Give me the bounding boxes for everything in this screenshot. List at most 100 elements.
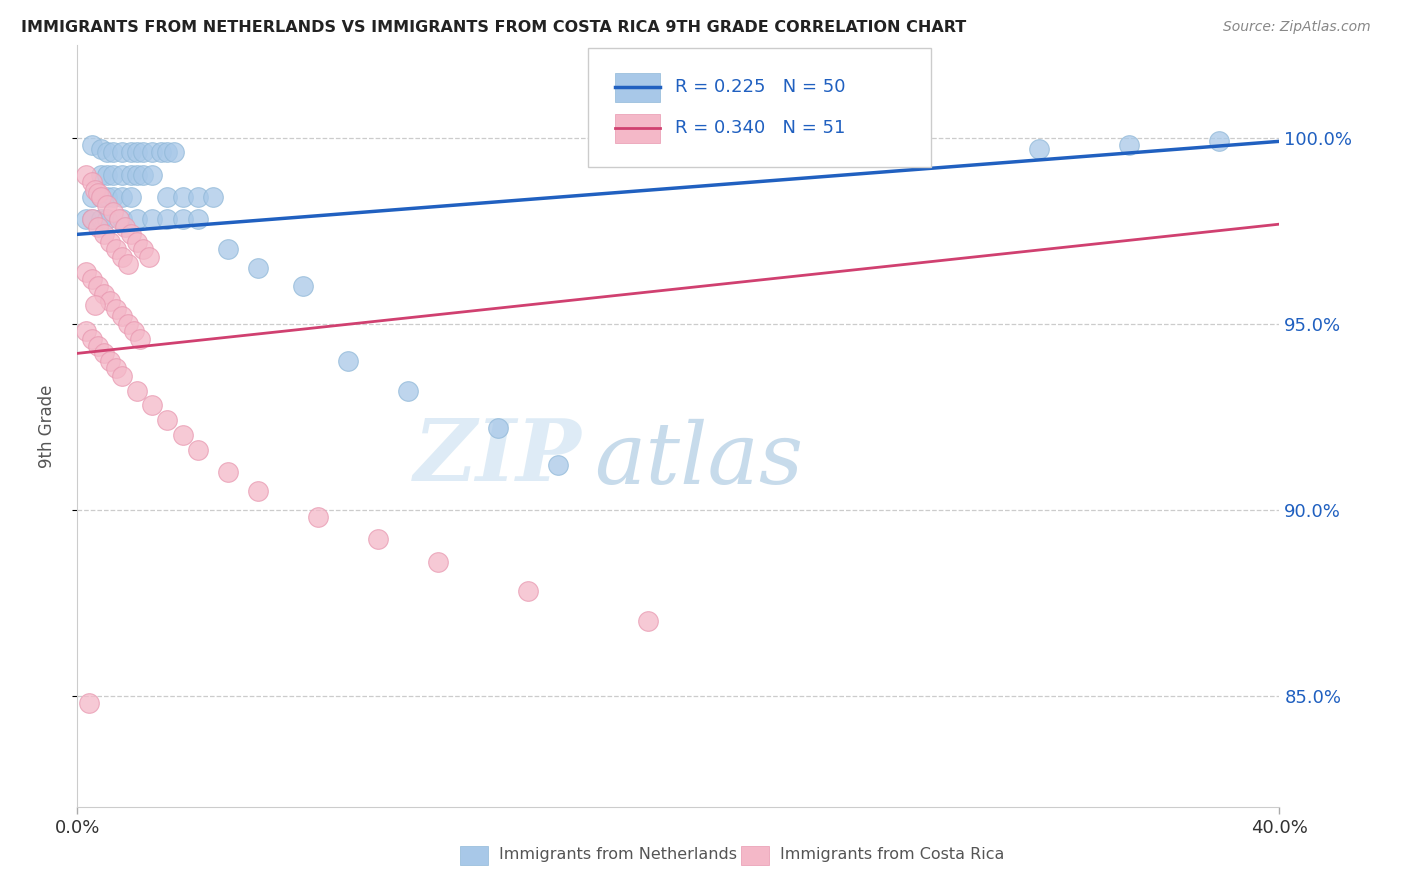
Point: [141, 145, 163, 160]
Point: [486, 421, 509, 435]
Point: [127, 212, 149, 227]
Point: [100, 235, 122, 249]
Point: [82, 212, 104, 227]
Point: [90, 212, 112, 227]
Point: [172, 212, 194, 227]
Point: [141, 168, 163, 182]
Point: [141, 399, 163, 413]
Point: [103, 145, 125, 160]
Point: [217, 466, 239, 480]
Point: [201, 190, 224, 204]
Point: [336, 354, 359, 368]
Point: [105, 301, 128, 316]
Bar: [741, 846, 769, 865]
Point: [103, 205, 125, 219]
Point: [1028, 142, 1050, 156]
Point: [156, 212, 179, 227]
Point: [105, 242, 128, 256]
Point: [84, 298, 107, 312]
Point: [103, 190, 125, 204]
Point: [75, 264, 97, 278]
Point: [100, 354, 122, 368]
Point: [117, 257, 139, 271]
Point: [124, 324, 146, 338]
Point: [246, 260, 269, 275]
Text: R = 0.340   N = 51: R = 0.340 N = 51: [675, 120, 845, 137]
Point: [87, 219, 110, 234]
Point: [82, 175, 104, 189]
Point: [90, 190, 112, 204]
Point: [111, 309, 134, 323]
Text: Source: ZipAtlas.com: Source: ZipAtlas.com: [1223, 20, 1371, 34]
Point: [187, 443, 209, 458]
Point: [150, 145, 173, 160]
Point: [120, 190, 142, 204]
Point: [138, 250, 160, 264]
Point: [96, 212, 118, 227]
Point: [82, 190, 104, 204]
Point: [82, 331, 104, 345]
Point: [367, 533, 389, 547]
Point: [90, 142, 112, 156]
Point: [156, 145, 179, 160]
Point: [1118, 138, 1140, 153]
Point: [172, 428, 194, 442]
Bar: [460, 846, 488, 865]
Point: [93, 286, 115, 301]
Point: [396, 384, 419, 398]
Text: Immigrants from Netherlands: Immigrants from Netherlands: [499, 847, 737, 862]
Point: [132, 242, 155, 256]
Point: [87, 339, 110, 353]
Point: [84, 183, 107, 197]
Text: Immigrants from Costa Rica: Immigrants from Costa Rica: [780, 847, 1005, 862]
Point: [132, 145, 155, 160]
Point: [96, 145, 118, 160]
Point: [127, 235, 149, 249]
Point: [111, 145, 134, 160]
Point: [246, 483, 269, 498]
Bar: [614, 114, 661, 143]
Point: [75, 212, 97, 227]
Point: [111, 190, 134, 204]
Y-axis label: 9th Grade: 9th Grade: [38, 384, 56, 467]
Point: [120, 168, 142, 182]
Text: IMMIGRANTS FROM NETHERLANDS VS IMMIGRANTS FROM COSTA RICA 9TH GRADE CORRELATION : IMMIGRANTS FROM NETHERLANDS VS IMMIGRANT…: [21, 20, 966, 35]
FancyBboxPatch shape: [588, 48, 931, 167]
Point: [75, 324, 97, 338]
Point: [162, 145, 184, 160]
Point: [156, 413, 179, 427]
Point: [93, 227, 115, 242]
Point: [129, 331, 152, 345]
Point: [427, 555, 450, 569]
Text: ZIP: ZIP: [415, 415, 582, 499]
Point: [127, 168, 149, 182]
Point: [82, 272, 104, 286]
Point: [187, 190, 209, 204]
Point: [187, 212, 209, 227]
Point: [120, 145, 142, 160]
Text: R = 0.225   N = 50: R = 0.225 N = 50: [675, 78, 845, 96]
Point: [79, 696, 101, 710]
Point: [132, 168, 155, 182]
Point: [1208, 134, 1230, 148]
Point: [111, 212, 134, 227]
Point: [90, 190, 112, 204]
Point: [217, 242, 239, 256]
Point: [141, 212, 163, 227]
Point: [93, 346, 115, 360]
Point: [307, 510, 329, 524]
Point: [87, 279, 110, 293]
Point: [82, 138, 104, 153]
Text: atlas: atlas: [595, 419, 803, 501]
Point: [111, 368, 134, 383]
Point: [108, 212, 131, 227]
Point: [547, 458, 569, 472]
Point: [127, 145, 149, 160]
Point: [96, 197, 118, 211]
Point: [100, 294, 122, 309]
Point: [105, 361, 128, 376]
Point: [172, 190, 194, 204]
Point: [96, 190, 118, 204]
Point: [517, 584, 540, 599]
Point: [120, 227, 142, 242]
